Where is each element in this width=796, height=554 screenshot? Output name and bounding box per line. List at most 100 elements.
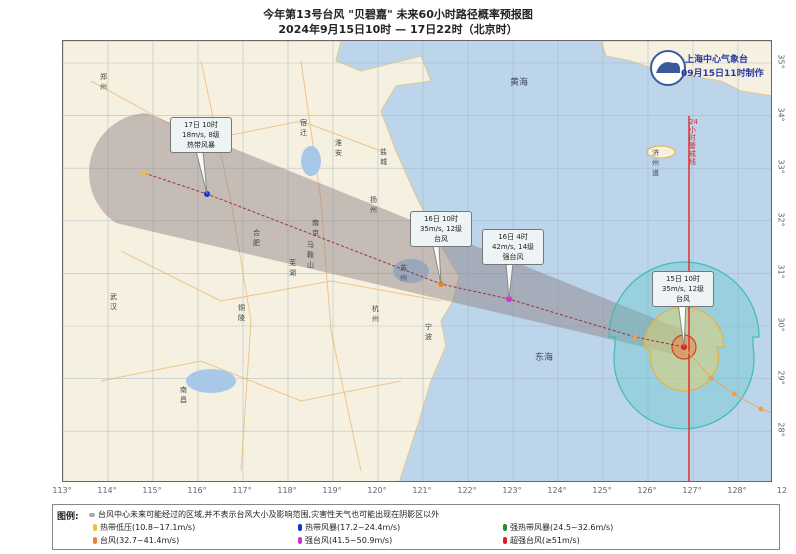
legend-text: 热带低压(10.8~17.1m/s) — [100, 523, 196, 532]
probability-cone — [89, 113, 686, 357]
latitude-label: 31° — [776, 264, 786, 279]
map-subtitle: 2024年9月15日10时 — 17日22时（北京时） — [278, 23, 518, 36]
latitude-label: 35° — [776, 54, 786, 69]
legend-cone-note: 台风中心未来可能经过的区域,并不表示台风大小及影响范围,灾害性天气也可能出现在阴… — [89, 509, 439, 520]
callout-time: 15日 10时 — [665, 275, 701, 283]
map-area — [62, 40, 772, 482]
place-label: 铜陵 — [238, 304, 245, 322]
ts-marker-icon — [298, 524, 302, 531]
longitude-label: 124° — [547, 486, 567, 495]
warning-line-label: 24小时警戒线 — [689, 118, 698, 166]
legend-item-td: 热带低压(10.8~17.1m/s) — [93, 522, 195, 533]
place-label: 郑州 — [100, 73, 107, 91]
callout-level: 热带风暴 — [187, 141, 215, 149]
place-label: 盐城 — [380, 148, 387, 166]
longitude-label: 116° — [187, 486, 207, 495]
longitude-label: 123° — [502, 486, 522, 495]
legend-item-sty: 强台风(41.5~50.9m/s) — [298, 535, 392, 546]
place-label: 宁波 — [425, 323, 432, 341]
latitude-label: 32° — [776, 212, 786, 227]
legend-text: 强热带风暴(24.5~32.6m/s) — [510, 523, 614, 532]
place-label: 南京 — [312, 219, 319, 237]
longitude-label: 119° — [322, 486, 342, 495]
map-title: 今年第13号台风 "贝碧嘉" 未来60小时路径概率预报图 — [263, 8, 533, 21]
longitude-label: 12 — [776, 486, 788, 495]
callout-pointers — [195, 150, 687, 348]
legend: 图例: 台风中心未来可能经过的区域,并不表示台风大小及影响范围,灾害性天气也可能… — [52, 504, 780, 550]
longitude-label: 113° — [52, 486, 72, 495]
map-canvas — [63, 41, 771, 481]
superty-marker-icon — [503, 537, 507, 544]
jeju-island — [646, 145, 676, 159]
td-marker-icon — [93, 524, 97, 531]
forecast-callout: 16日 4时 42m/s, 14级 强台风 — [482, 229, 544, 265]
legend-cone-text: 台风中心未来可能经过的区域,并不表示台风大小及影响范围,灾害性天气也可能出现在阴… — [98, 510, 440, 519]
latitude-label: 34° — [776, 107, 786, 122]
longitude-label: 118° — [277, 486, 297, 495]
place-label: 杭州 — [372, 305, 379, 323]
legend-text: 热带风暴(17.2~24.4m/s) — [305, 523, 401, 532]
taihu-lake — [393, 259, 429, 283]
place-label: 芜湖 — [289, 259, 296, 277]
legend-text: 强台风(41.5~50.9m/s) — [305, 536, 393, 545]
place-label: 武汉 — [110, 293, 117, 311]
callout-wind: 35m/s, 12级 — [661, 285, 705, 293]
callout-level: 台风 — [434, 235, 448, 243]
place-label: 济州道 — [652, 149, 659, 177]
latitude-label: 33° — [776, 159, 786, 174]
agency-name: 上海中心气象台 — [685, 55, 749, 65]
legend-item-superty: 超强台风(≥51m/s) — [503, 535, 580, 546]
longitude-label: 114° — [97, 486, 117, 495]
forecast-callout: 15日 10时 35m/s, 12级 台风 — [652, 271, 714, 307]
place-label: 扬州 — [370, 196, 377, 214]
longitude-label: 122° — [457, 486, 477, 495]
longitude-label: 128° — [727, 486, 747, 495]
east-sea-label: 东海 — [535, 353, 554, 363]
cone-swatch — [89, 512, 95, 517]
callout-level: 强台风 — [502, 253, 524, 261]
callout-time: 17日 10时 — [183, 121, 219, 129]
place-label: 合肥 — [253, 229, 260, 247]
track-point[interactable] — [632, 334, 638, 340]
longitude-label: 127° — [682, 486, 702, 495]
legend-item-ts: 热带风暴(17.2~24.4m/s) — [298, 522, 400, 533]
forecast-callout: 17日 10时 18m/s, 8级 热带风暴 — [170, 117, 232, 153]
issue-time: 09月15日11时制作 — [681, 69, 764, 79]
callout-wind: 35m/s, 12级 — [419, 225, 463, 233]
ty-marker-icon — [93, 537, 97, 544]
place-label: 苏州 — [400, 264, 407, 282]
place-label: 淮安 — [335, 139, 342, 157]
longitude-label: 125° — [592, 486, 612, 495]
longitude-label: 117° — [232, 486, 252, 495]
track-point-td[interactable] — [141, 170, 147, 176]
poyang-lake — [186, 369, 236, 393]
yellow-sea-label: 黄海 — [510, 78, 529, 88]
legend-text: 超强台风(≥51m/s) — [510, 536, 580, 545]
longitude-label: 120° — [367, 486, 387, 495]
sts-marker-icon — [503, 524, 507, 531]
callout-wind: 42m/s, 14级 — [491, 243, 535, 251]
callout-wind: 18m/s, 8级 — [182, 131, 220, 139]
hongze-lake — [301, 146, 321, 176]
past-point[interactable] — [708, 375, 714, 381]
callout-time: 16日 10时 — [423, 215, 459, 223]
legend-item-sts: 强热带风暴(24.5~32.6m/s) — [503, 522, 613, 533]
sty-marker-icon — [298, 537, 302, 544]
latitude-label: 28° — [776, 422, 786, 437]
agency-logo-cloud — [656, 62, 681, 73]
past-point[interactable] — [731, 391, 737, 397]
place-label: 宿迁 — [300, 119, 307, 137]
roads — [90, 60, 442, 472]
longitude-label: 115° — [142, 486, 162, 495]
longitude-label: 121° — [412, 486, 432, 495]
legend-item-ty: 台风(32.7~41.4m/s) — [93, 535, 179, 546]
legend-label: 图例: — [57, 512, 79, 522]
longitude-label: 126° — [637, 486, 657, 495]
place-label: 南昌 — [180, 386, 187, 404]
past-point[interactable] — [758, 406, 764, 412]
forecast-callout: 16日 10时 35m/s, 12级 台风 — [410, 211, 472, 247]
legend-text: 台风(32.7~41.4m/s) — [100, 536, 180, 545]
place-label-maanshan: 马鞍山 — [307, 241, 314, 269]
forecast-track — [143, 172, 685, 348]
